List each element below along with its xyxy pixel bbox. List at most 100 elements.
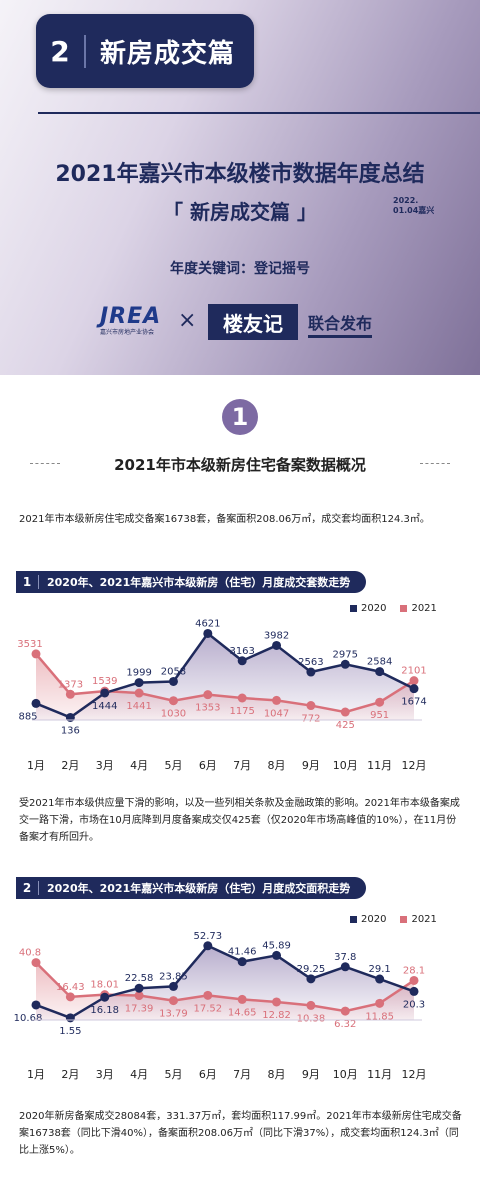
- x-tick-label: 2月: [61, 759, 79, 772]
- value-label-2021: 425: [336, 720, 355, 731]
- date-line-2: 01.04嘉兴: [393, 206, 435, 215]
- section-badge: 1: [222, 399, 258, 435]
- point-2020: [375, 667, 385, 677]
- point-2020: [409, 986, 419, 996]
- chart-2-title: 2020年、2021年嘉兴市本级新房（住宅）月度成交面积走势: [47, 882, 351, 895]
- point-2020: [375, 974, 385, 984]
- value-label-2021: 6.32: [334, 1019, 356, 1030]
- legend-2020-swatch: [350, 605, 357, 612]
- point-2020: [100, 688, 110, 698]
- value-label-2020: 136: [61, 725, 80, 736]
- series-2020-line: [35, 631, 415, 719]
- value-label-2020: 885: [18, 711, 37, 722]
- x-tick-label: 1月: [27, 759, 45, 772]
- x-tick-label: 2月: [61, 1068, 79, 1081]
- value-label-2020: 2584: [367, 657, 392, 668]
- series-2021-line: [35, 961, 415, 1013]
- point-2020: [237, 957, 247, 967]
- louyouji-logo: 楼友记: [208, 304, 298, 340]
- x-tick-label: 10月: [333, 1068, 358, 1081]
- value-label-2021: 14.65: [228, 1007, 257, 1018]
- value-label-2020: 10.68: [14, 1013, 43, 1024]
- value-label-2021: 11.85: [365, 1011, 394, 1022]
- value-label-2020: 2563: [298, 657, 323, 668]
- point-2021: [203, 990, 213, 1000]
- point-2020: [203, 628, 213, 638]
- value-label-2020: 45.89: [262, 940, 291, 951]
- heading-dash-left: [30, 463, 60, 464]
- x-tick-label: 9月: [302, 759, 320, 772]
- legend-2020-label: 2020: [361, 914, 387, 925]
- value-label-2020: 1999: [126, 668, 151, 679]
- value-label-2021: 1373: [58, 679, 83, 690]
- series-2021-line: [35, 653, 415, 714]
- legend-2021-label: 2021: [411, 914, 437, 925]
- x-tick-label: 8月: [268, 759, 286, 772]
- point-2020: [272, 950, 282, 960]
- value-label-2021: 1353: [195, 703, 220, 714]
- value-label-2020: 2058: [161, 666, 186, 677]
- point-2021: [65, 689, 75, 699]
- point-2020: [272, 640, 282, 650]
- legend-2021-swatch: [400, 605, 408, 612]
- point-2021: [306, 1000, 316, 1010]
- legend-2021-swatch: [400, 916, 408, 923]
- point-2020: [134, 678, 144, 688]
- value-label-2021: 1175: [229, 706, 254, 717]
- point-2020: [31, 698, 41, 708]
- point-2020: [203, 941, 213, 951]
- point-2020: [340, 659, 350, 669]
- series-2021-area: [36, 653, 414, 720]
- hero-banner: 2 新房成交篇 2021年嘉兴市本级楼市数据年度总结 「 新房成交篇 」 202…: [0, 0, 480, 375]
- value-label-2020: 1674: [401, 697, 426, 708]
- chart-1-tag: 1 2020年、2021年嘉兴市本级新房（住宅）月度成交套数走势: [16, 571, 366, 593]
- x-tick-label: 4月: [130, 1068, 148, 1081]
- value-label-2020: 3163: [229, 646, 254, 657]
- section-tab: 2 新房成交篇: [36, 14, 254, 88]
- point-2021: [272, 997, 282, 1007]
- jrea-logo-caption: 嘉兴市房地产业协会: [100, 329, 155, 336]
- section-heading: 2021年市本级新房住宅备案数据概况: [30, 452, 450, 476]
- chart-2-legend: 2020 2021: [350, 914, 437, 925]
- value-label-2020: 1.55: [59, 1026, 81, 1037]
- point-2020: [409, 684, 419, 694]
- section-number: 2: [36, 34, 86, 68]
- page-subtitle: 「 新房成交篇 」: [163, 200, 317, 224]
- value-label-2021: 28.1: [403, 965, 425, 976]
- value-label-2021: 951: [370, 710, 389, 721]
- value-label-2020: 4621: [195, 618, 220, 629]
- publish-date: 2022. 01.04嘉兴: [393, 196, 453, 216]
- point-2021: [409, 676, 419, 686]
- x-tick-label: 11月: [367, 1068, 392, 1081]
- x-tick-label: 5月: [164, 1068, 182, 1081]
- point-2021: [65, 992, 75, 1002]
- value-label-2021: 13.79: [159, 1009, 188, 1020]
- point-2020: [65, 712, 75, 722]
- value-label-2021: 1539: [92, 676, 117, 687]
- jrea-logo: JREA 嘉兴市房地产业协会: [100, 304, 170, 344]
- series-2021-area: [36, 962, 414, 1020]
- value-label-2020: 23.85: [159, 971, 188, 982]
- joint-release-label: 联合发布: [308, 310, 373, 338]
- x-tick-label: 6月: [199, 759, 217, 772]
- point-2021: [237, 693, 247, 703]
- value-label-2020: 22.58: [125, 973, 154, 984]
- value-label-2021: 2101: [401, 666, 426, 677]
- value-label-2020: 41.46: [228, 947, 257, 958]
- value-label-2020: 29.25: [297, 964, 326, 975]
- point-2021: [168, 996, 178, 1006]
- x-tick-label: 11月: [367, 759, 392, 772]
- x-tick-label: 12月: [402, 1068, 427, 1081]
- legend-2020-label: 2020: [361, 603, 387, 614]
- cross-icon: ×: [178, 308, 197, 333]
- value-label-2021: 1047: [264, 708, 289, 719]
- point-2021: [31, 649, 41, 659]
- value-label-2021: 12.82: [262, 1010, 291, 1021]
- x-tick-label: 3月: [96, 759, 114, 772]
- point-2020: [134, 983, 144, 993]
- point-2020: [31, 1000, 41, 1010]
- chart-2-plot: 10.68 1.55 16.18 22.58 23.85 52.73 41.46 45.89 2…: [14, 931, 427, 1081]
- value-label-2020: 52.73: [193, 931, 222, 942]
- x-tick-label: 7月: [233, 759, 251, 772]
- point-2021: [203, 690, 213, 700]
